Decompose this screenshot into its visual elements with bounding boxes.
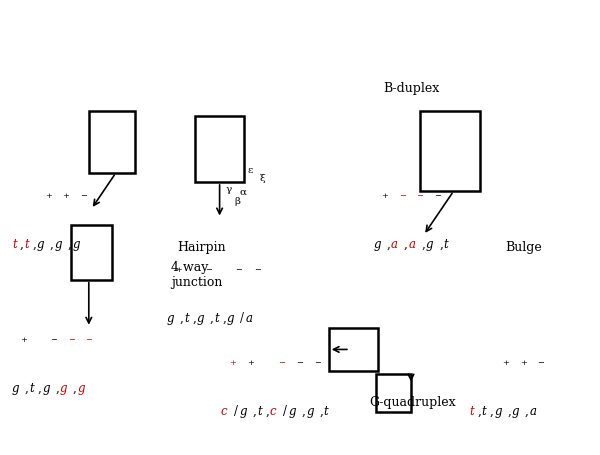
Text: g: g [373,238,381,251]
Text: ,: , [507,405,511,418]
Text: ,: , [421,238,425,251]
Text: ξ: ξ [259,174,265,183]
Text: B-duplex: B-duplex [383,82,439,95]
Text: /: / [234,405,238,418]
Text: a: a [246,312,253,325]
Text: +: + [175,266,182,274]
Text: ,: , [210,312,214,325]
Text: g: g [512,405,519,418]
Text: ,: , [25,382,29,395]
Text: +: + [248,359,254,367]
Bar [376,374,411,412]
Text: 4 way
junction: 4 way junction [171,261,223,289]
Text: g: g [197,312,205,325]
Text: α: α [240,187,247,197]
Text: +: + [229,359,236,367]
Text: a: a [529,405,536,418]
Text: −: − [278,359,284,367]
Text: c: c [270,405,277,418]
Text: ,: , [319,405,323,418]
Text: c: c [221,405,227,418]
Text: Bulge: Bulge [505,242,542,254]
Text: ,: , [404,238,407,251]
Text: +: + [381,192,388,200]
Bar [89,111,135,173]
Text: −: − [68,336,74,344]
Text: −: − [235,266,242,274]
Text: t: t [443,238,448,251]
Text: /: / [240,312,244,325]
Text: ,: , [253,405,256,418]
Text: −: − [85,336,92,344]
Text: /: / [283,405,287,418]
Bar [195,116,244,182]
Text: g: g [42,382,50,395]
Text: t: t [482,405,487,418]
Text: t: t [12,238,17,251]
Text: G-quadruplex: G-quadruplex [369,396,455,409]
Text: g: g [289,405,296,418]
Text: −: − [205,266,212,274]
Text: ,: , [223,312,226,325]
Text: +: + [20,336,27,344]
Text: −: − [538,359,544,367]
Text: ε: ε [248,166,253,175]
Text: +: + [520,359,527,367]
Text: ,: , [477,405,481,418]
Text: g: g [426,238,434,251]
Text: +: + [45,192,52,200]
Text: −: − [50,336,57,344]
Text: ,: , [490,405,493,418]
Text: ,: , [439,238,443,251]
Text: ,: , [73,382,76,395]
Text: ,: , [193,312,196,325]
Text: +: + [62,192,70,200]
Text: ,: , [32,238,36,251]
Text: t: t [324,405,329,418]
Text: t: t [257,405,262,418]
Text: t: t [215,312,219,325]
Text: −: − [434,192,441,200]
Text: t: t [29,382,34,395]
Text: t: t [184,312,189,325]
Text: t: t [469,405,474,418]
Text: ,: , [38,382,41,395]
Text: g: g [227,312,235,325]
Text: g: g [167,312,175,325]
Text: ,: , [265,405,269,418]
Text: ,: , [386,238,390,251]
Text: −: − [314,359,321,367]
Text: ,: , [20,238,23,251]
Bar [329,328,378,371]
Text: −: − [416,192,423,200]
Text: a: a [391,238,398,251]
Text: −: − [296,359,304,367]
Text: g: g [494,405,502,418]
Text: ,: , [55,382,59,395]
Text: g: g [77,382,85,395]
Text: t: t [25,238,29,251]
Text: g: g [72,238,80,251]
Text: −: − [399,192,406,200]
Bar [71,225,112,280]
Text: g: g [37,238,44,251]
Text: ,: , [68,238,71,251]
Text: a: a [409,238,415,251]
Text: ,: , [180,312,184,325]
Text: ,: , [50,238,54,251]
Text: −: − [80,192,87,200]
Text: +: + [502,359,509,367]
Text: ,: , [525,405,529,418]
Text: g: g [12,382,19,395]
Text: g: g [239,405,247,418]
Text: g: g [55,238,62,251]
Text: g: g [60,382,67,395]
Text: −: − [254,266,260,274]
Text: g: g [306,405,314,418]
Text: γ: γ [226,185,232,194]
Text: Hairpin: Hairpin [177,242,226,254]
Text: β: β [234,197,240,206]
Text: ,: , [302,405,305,418]
Bar [420,111,480,191]
